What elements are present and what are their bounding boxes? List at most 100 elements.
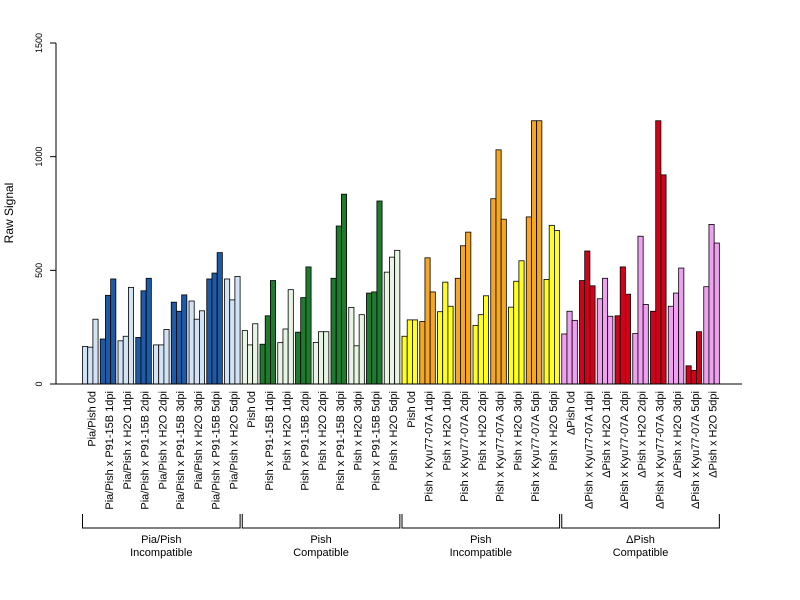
group-label-line2: Compatible [293, 547, 349, 559]
bar [673, 292, 680, 385]
x-tick-label: Pish x P91-15B 2dpi [299, 391, 311, 491]
bar-group [632, 235, 649, 385]
bar [460, 245, 467, 385]
bar-group [188, 300, 205, 385]
bar [411, 319, 418, 385]
bar [625, 293, 632, 385]
bar [406, 319, 413, 385]
bar [490, 198, 497, 385]
bar [376, 200, 383, 385]
bar [229, 299, 236, 385]
x-tick-label: Pish x P91-15B 3dpi [335, 391, 347, 491]
bar [181, 294, 188, 385]
bar [437, 311, 444, 385]
bar [442, 281, 449, 385]
bar-group [241, 323, 259, 385]
bar-group [596, 277, 614, 385]
x-tick-label: Pish x Kyu77-07A 2dpi [459, 391, 471, 502]
bar-group [454, 231, 472, 385]
bar [495, 149, 502, 385]
bar-group [401, 319, 418, 385]
bar [318, 331, 325, 385]
bar [153, 344, 160, 385]
bar-group [170, 294, 188, 385]
bar [277, 342, 284, 385]
x-tick-label: ΔPish x Kyu77-07A 3dpi [654, 391, 666, 509]
bar [703, 286, 710, 385]
bar [678, 267, 685, 385]
bar [477, 314, 484, 385]
bar [650, 310, 657, 385]
bar [176, 310, 183, 385]
group-label-line1: Pish [310, 534, 331, 546]
group-label-line1: Pia/Pish [141, 534, 181, 546]
bar [198, 310, 205, 385]
bar [224, 278, 231, 385]
bar [632, 333, 639, 385]
bar [366, 292, 373, 385]
bar-group [685, 331, 703, 385]
x-tick-label: Pish 0d [406, 391, 418, 428]
bar-group [82, 318, 99, 385]
bracket-line [82, 514, 241, 529]
bar-group [224, 276, 241, 385]
bar [312, 341, 319, 385]
bar [335, 225, 342, 385]
bar [596, 298, 603, 385]
bar [170, 301, 177, 385]
x-tick-label: Pish x H2O 1dpi [441, 391, 453, 470]
bar [323, 331, 330, 385]
bar [513, 280, 520, 385]
bar-group [490, 149, 507, 385]
bar [135, 336, 142, 385]
bar-group [295, 266, 312, 385]
bar [660, 174, 667, 385]
bar [234, 276, 241, 385]
bar [424, 257, 431, 385]
bar-group [419, 257, 436, 385]
x-tick-label: ΔPish x Kyu77-07A 1dpi [583, 391, 595, 509]
bar [584, 250, 591, 385]
bar [571, 319, 578, 385]
bar [713, 242, 720, 385]
x-tick-label: Pish x H2O 5dpi [388, 391, 400, 470]
bar [389, 256, 396, 385]
bar [579, 280, 586, 385]
group-brackets: Pia/PishIncompatiblePishCompatiblePishIn… [82, 514, 720, 559]
bar [429, 291, 436, 385]
x-tick-label: ΔPish x H2O 3dpi [672, 391, 684, 478]
bar [269, 280, 276, 385]
bar [211, 272, 218, 385]
bar [708, 224, 715, 385]
x-tick-labels: Pia/Pish 0d Pia/Pish x P91-15B 1dpi Pia/Pi… [86, 391, 719, 510]
bar-group [206, 252, 223, 385]
bar [140, 290, 147, 385]
bar [642, 304, 649, 385]
bar-group [135, 277, 152, 385]
bar [99, 338, 106, 385]
bar [685, 365, 692, 385]
bar-group [579, 250, 596, 385]
bar [589, 285, 596, 385]
group-label-line2: Compatible [613, 547, 669, 559]
x-tick-label: Pia/Pish x H2O 1dpi [122, 391, 134, 489]
bar-group [561, 310, 578, 385]
bar-group [277, 289, 294, 385]
y-axis: 0 500 1000 1500 [34, 33, 57, 387]
x-tick-label: Pish x H2O 2dpi [477, 391, 489, 470]
group-label-line1: ΔPish [626, 534, 655, 546]
x-tick-label: Pish x Kyu77-07A 1dpi [424, 391, 436, 502]
bar [454, 277, 461, 385]
bar [394, 249, 401, 385]
bar [525, 216, 532, 385]
bar [241, 330, 248, 385]
bar-group [667, 267, 685, 385]
bar [295, 331, 302, 385]
x-tick-label: Pia/Pish x H2O 2dpi [157, 391, 169, 489]
bar [607, 315, 614, 385]
